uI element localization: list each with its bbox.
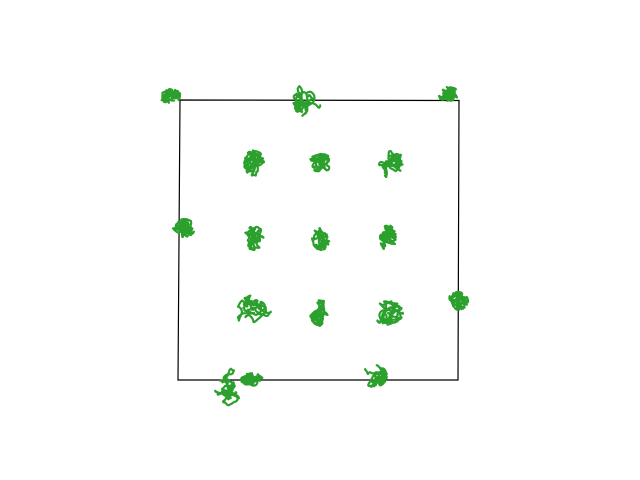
trajectory-1-1 [243,149,266,177]
trajectory-3-2 [309,299,329,327]
bounding-box [177,99,460,381]
trajectory-1-2 [309,152,331,173]
trajectory-group [160,85,470,407]
trajectory-2-2 [310,227,331,252]
trajectory-3-1 [236,294,272,324]
trajectory-4-0 [214,367,241,407]
trajectory-2-0 [171,217,196,239]
trajectory-0-4 [437,85,458,102]
trajectory-2-3 [378,224,397,250]
trajectory-2-1 [244,225,265,252]
box-outline [177,99,460,381]
trajectory-0-2 [292,85,322,117]
trajectory-3-4 [448,290,470,311]
trajectory-0-0 [160,87,182,104]
trajectory-4-1 [240,372,264,387]
trajectory-1-3 [377,149,404,179]
trajectory-4-3 [364,364,388,388]
trajectory-3-3 [376,300,405,326]
